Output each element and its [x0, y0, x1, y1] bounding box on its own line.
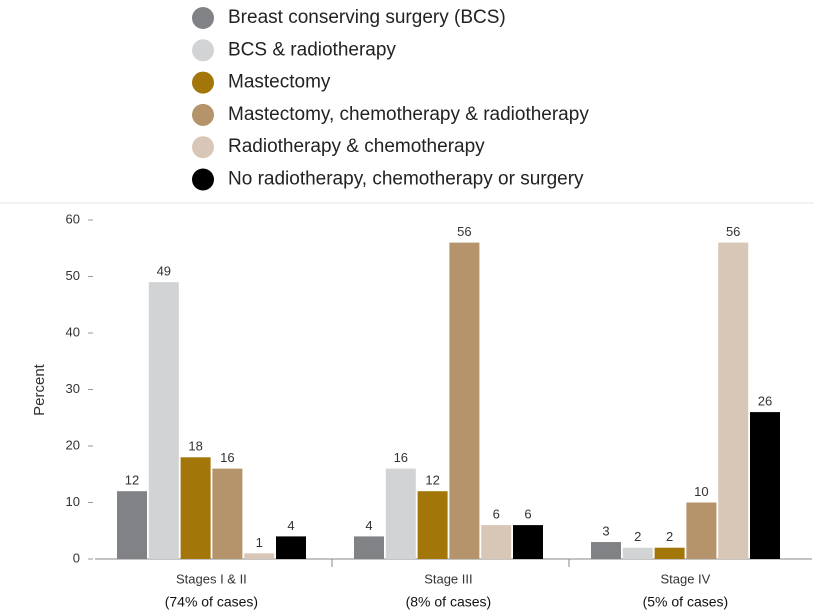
bar: [654, 547, 685, 559]
value-label: 2: [666, 529, 673, 544]
x-tick-label: Stage IV: [660, 571, 710, 586]
bar: [686, 502, 717, 559]
y-tick-label: 50: [66, 268, 80, 283]
value-label: 16: [394, 450, 408, 465]
y-tick-label: 10: [66, 494, 80, 509]
value-label: 4: [365, 518, 372, 533]
value-label: 49: [157, 264, 171, 279]
y-tick-label: 60: [66, 211, 80, 226]
legend-label: Mastectomy: [228, 72, 331, 93]
value-label: 2: [634, 529, 641, 544]
value-label: 12: [425, 473, 439, 488]
bar: [750, 412, 780, 559]
x-tick-label: Stage III: [424, 571, 472, 586]
value-label: 4: [287, 518, 294, 533]
value-label: 16: [220, 450, 234, 465]
bar: [180, 457, 211, 559]
value-label: 10: [694, 484, 708, 499]
legend-label: Radiotherapy & chemotherapy: [228, 136, 485, 157]
category-note: (5% of cases): [643, 594, 729, 610]
y-tick-label: 40: [66, 324, 80, 339]
legend-marker: [192, 168, 214, 191]
value-label: 18: [188, 439, 202, 454]
x-tick-label: Stages I & II: [176, 571, 247, 586]
bar: [276, 536, 306, 559]
bar: [148, 282, 179, 559]
bar: [212, 468, 243, 559]
value-label: 56: [726, 224, 740, 239]
bar: [417, 491, 448, 559]
legend-label: No radiotherapy, chemotherapy or surgery: [228, 169, 584, 190]
bar: [449, 242, 480, 559]
bar: [718, 242, 749, 559]
value-label: 3: [602, 523, 609, 538]
y-tick-label: 0: [73, 550, 80, 565]
legend-marker: [192, 71, 214, 94]
category-note: (74% of cases): [165, 594, 258, 610]
legend-label: BCS & radiotherapy: [228, 39, 396, 60]
y-tick-label: 20: [66, 437, 80, 452]
bar: [354, 536, 384, 559]
legend-marker: [192, 7, 214, 29]
bar: [117, 491, 147, 559]
legend-label: Mastectomy, chemotherapy & radiotherapy: [228, 104, 589, 125]
bar: [385, 468, 416, 559]
value-label: 6: [524, 507, 531, 522]
bar: [244, 553, 275, 559]
y-tick-label: 30: [66, 381, 80, 396]
legend-marker: [192, 103, 214, 126]
value-label: 12: [125, 473, 139, 488]
category-note: (8% of cases): [406, 594, 492, 610]
bar: [591, 542, 621, 559]
y-axis-label: Percent: [31, 363, 48, 416]
value-label: 6: [493, 507, 500, 522]
value-label: 1: [256, 535, 263, 550]
bar: [513, 525, 543, 559]
value-label: 56: [457, 224, 471, 239]
bar: [622, 547, 653, 559]
legend-label: Breast conserving surgery (BCS): [228, 7, 506, 28]
bar: [481, 525, 512, 559]
legend-marker: [192, 136, 214, 159]
value-label: 26: [758, 394, 772, 409]
legend-marker: [192, 39, 214, 62]
